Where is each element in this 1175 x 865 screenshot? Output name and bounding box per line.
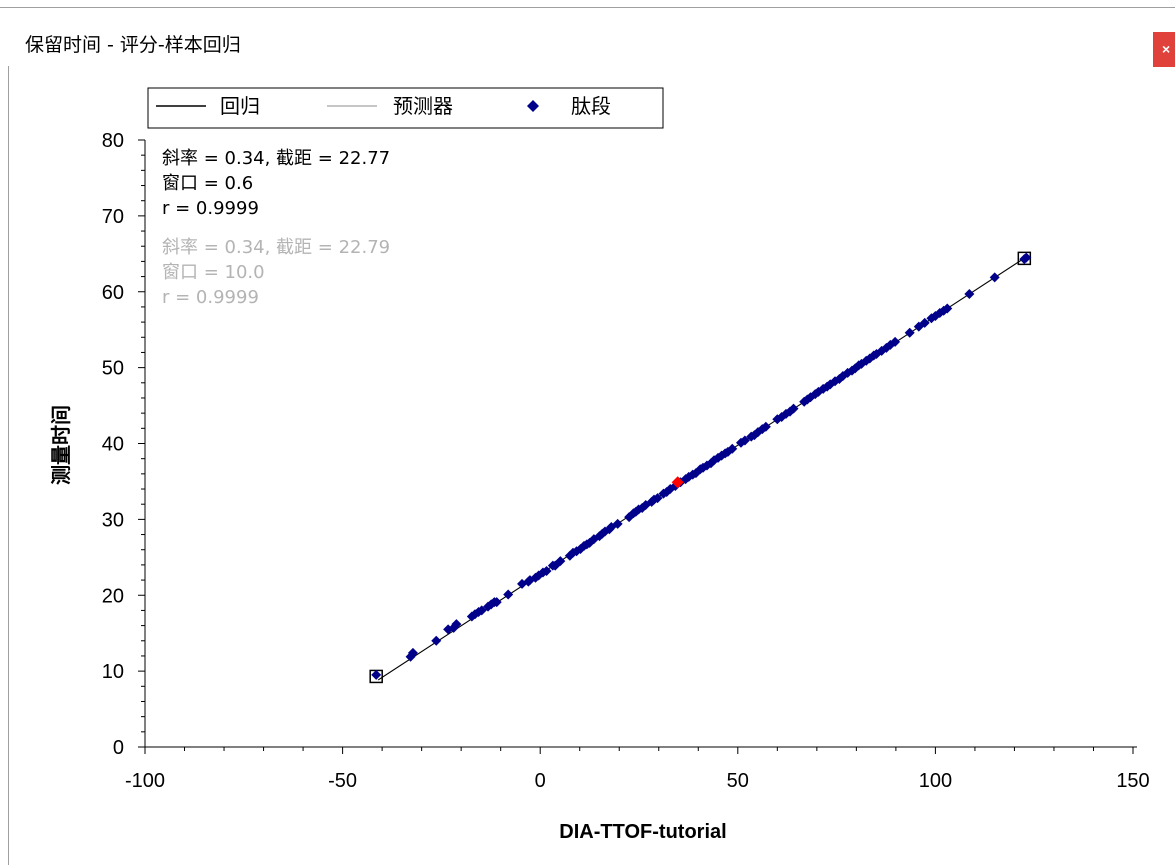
y-tick-label: 30 (102, 509, 124, 531)
peptide-point (739, 435, 750, 446)
x-axis-label: DIA-TTOF-tutorial (559, 821, 726, 843)
peptide-point (890, 336, 901, 347)
axes: -100 -50 0 50 100 150 0 10 20 30 40 50 60 70 80 (102, 130, 1150, 792)
y-tick-label: 10 (102, 661, 124, 683)
window-title: 保留时间 - 评分-样本回归 (25, 34, 241, 56)
peptide-point (964, 289, 975, 300)
regression-annotations: 斜率 = 0.34, 截距 = 22.77 窗口 = 0.6 r = 0.9999 斜… (162, 148, 390, 308)
peptide-point (942, 303, 953, 314)
y-tick-label: 20 (102, 585, 124, 607)
peptide-point (652, 493, 663, 504)
regression-annotation-line: r = 0.9999 (162, 198, 259, 219)
regression-annotation-line: 窗口 = 0.6 (162, 173, 253, 194)
y-tick-label: 50 (102, 358, 124, 380)
predictor-annotation-line: r = 0.9999 (162, 287, 259, 308)
peptide-point (788, 403, 799, 414)
predictor-annotation-line: 窗口 = 10.0 (162, 262, 265, 283)
x-tick-label: -50 (328, 770, 357, 792)
window-top-rule (0, 7, 1175, 8)
peptide-point (727, 443, 738, 454)
x-tick-label: -100 (125, 770, 165, 792)
x-tick-label: 100 (919, 770, 952, 792)
x-tick-label: 50 (727, 770, 749, 792)
peptide-point (904, 327, 915, 338)
peptide-point (1021, 252, 1032, 263)
x-tick-label: 0 (535, 770, 546, 792)
legend-peptide-marker (527, 100, 539, 112)
peptide-point (760, 421, 771, 432)
y-tick-label: 60 (102, 282, 124, 304)
peptide-point (407, 647, 418, 658)
y-tick-label: 40 (102, 434, 124, 456)
highlighted-peptide-point (671, 476, 684, 489)
y-tick-label: 0 (113, 737, 124, 759)
peptide-point (503, 589, 514, 600)
peptide-point (476, 605, 487, 616)
regression-annotation-line: 斜率 = 0.34, 截距 = 22.77 (162, 148, 390, 169)
peptide-point (431, 635, 442, 646)
peptide-point (555, 556, 566, 567)
legend[interactable]: 回归 预测器 肽段 (147, 87, 664, 129)
predictor-annotation-line: 斜率 = 0.34, 截距 = 22.79 (162, 237, 390, 258)
peptide-point (371, 669, 382, 680)
peptide-point (919, 317, 930, 328)
y-tick-label: 70 (102, 206, 124, 228)
peptide-point (989, 272, 1000, 283)
legend-regression-label: 回归 (220, 94, 260, 118)
peptide-points (369, 251, 1032, 684)
y-axis-label: 测量时间 (49, 405, 73, 485)
title-bar[interactable]: 保留时间 - 评分-样本回归 × (0, 8, 1175, 67)
legend-box (147, 87, 664, 129)
y-tick-label: 80 (102, 130, 124, 152)
peptide-point (541, 565, 552, 576)
legend-predictor-label: 预测器 (393, 94, 453, 118)
x-tick-label: 150 (1116, 770, 1149, 792)
peptide-point (491, 597, 502, 608)
peptide-point (451, 619, 462, 630)
window-left-border (8, 66, 9, 865)
peptide-point (612, 518, 623, 529)
legend-peptide-label: 肽段 (571, 94, 611, 118)
close-button[interactable]: × (1153, 32, 1175, 67)
